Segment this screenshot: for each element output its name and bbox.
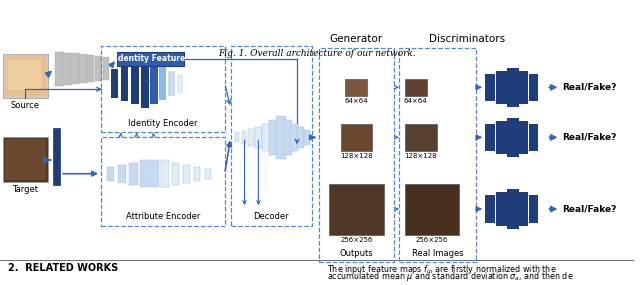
Bar <box>121 66 128 101</box>
Bar <box>255 127 262 148</box>
Bar <box>103 57 109 80</box>
Text: 128×128: 128×128 <box>404 153 437 159</box>
Text: 128×128: 128×128 <box>340 153 372 159</box>
Bar <box>496 121 507 154</box>
Bar <box>304 130 310 145</box>
Bar <box>518 192 527 226</box>
Bar <box>5 56 45 96</box>
Text: Real/Fake?: Real/Fake? <box>563 133 617 142</box>
Bar <box>3 54 47 98</box>
Bar <box>496 192 507 226</box>
Bar <box>405 184 460 235</box>
Bar <box>3 137 47 182</box>
Bar <box>276 116 286 159</box>
Bar <box>87 56 94 82</box>
Bar <box>329 184 383 235</box>
Bar <box>507 118 519 157</box>
Bar <box>95 56 102 81</box>
Bar <box>529 124 538 151</box>
Bar <box>290 124 298 151</box>
Bar <box>507 190 519 229</box>
Text: 256×256: 256×256 <box>340 237 372 243</box>
Text: 64×64: 64×64 <box>404 98 428 104</box>
Text: Generator: Generator <box>330 34 383 44</box>
Bar <box>241 131 246 144</box>
Bar <box>111 69 118 98</box>
Bar <box>183 165 190 182</box>
Text: 2.  RELATED WORKS: 2. RELATED WORKS <box>8 263 118 273</box>
Text: Real/Fake?: Real/Fake? <box>563 83 617 92</box>
Text: Target: Target <box>12 184 38 194</box>
Bar <box>507 68 519 107</box>
Text: Real Images: Real Images <box>412 249 463 258</box>
Bar <box>161 160 170 188</box>
Bar <box>297 127 304 148</box>
Bar <box>131 63 139 104</box>
Text: Outputs: Outputs <box>340 249 373 258</box>
Bar <box>140 160 150 188</box>
Text: accumulated mean $\mu$ and standard deviation $\sigma_a$, and then de: accumulated mean $\mu$ and standard devi… <box>326 270 573 283</box>
Bar <box>107 167 114 181</box>
Text: Source: Source <box>11 101 40 110</box>
Bar <box>194 167 200 181</box>
Bar <box>63 52 72 85</box>
Bar <box>159 67 166 100</box>
Bar <box>235 133 239 142</box>
Text: ...: ... <box>159 210 166 216</box>
Bar <box>172 163 179 184</box>
Bar <box>405 124 436 151</box>
Text: The input feature maps $f_{in}$ are firstly normalized with the: The input feature maps $f_{in}$ are firs… <box>326 263 556 276</box>
Bar <box>8 60 40 90</box>
Bar <box>248 129 255 146</box>
Text: Real/Fake?: Real/Fake? <box>563 205 617 213</box>
Bar <box>150 160 159 188</box>
Bar <box>405 78 427 96</box>
Text: Attribute Encoder: Attribute Encoder <box>125 212 200 221</box>
Bar <box>485 74 495 101</box>
Bar <box>150 63 158 104</box>
Bar <box>54 128 60 184</box>
Bar <box>168 71 175 96</box>
Text: 256×256: 256×256 <box>416 237 448 243</box>
Bar <box>118 165 125 182</box>
Bar <box>117 52 184 66</box>
Bar <box>283 120 292 155</box>
Bar <box>518 71 527 104</box>
Bar <box>56 52 65 86</box>
Bar <box>529 195 538 223</box>
Bar <box>129 163 138 184</box>
Text: ...: ... <box>144 78 151 84</box>
Bar <box>518 121 527 154</box>
Text: Identity Encoder: Identity Encoder <box>128 119 198 128</box>
Bar <box>262 124 270 151</box>
Bar <box>340 124 372 151</box>
Bar <box>485 195 495 223</box>
Bar <box>5 139 45 180</box>
Text: 64×64: 64×64 <box>344 98 368 104</box>
Text: Decoder: Decoder <box>253 212 289 221</box>
Text: Identity Feature: Identity Feature <box>115 54 186 63</box>
Bar <box>141 59 150 108</box>
Bar <box>485 124 495 151</box>
Bar <box>71 54 79 84</box>
Bar <box>79 54 87 83</box>
Bar <box>177 74 183 93</box>
Text: Fig. 1. Overall architecture of our network.: Fig. 1. Overall architecture of our netw… <box>218 49 415 58</box>
Bar <box>496 71 507 104</box>
Bar <box>269 120 278 155</box>
Text: Discriminators: Discriminators <box>429 34 505 44</box>
Bar <box>346 78 367 96</box>
Bar <box>205 169 211 179</box>
Bar <box>529 74 538 101</box>
